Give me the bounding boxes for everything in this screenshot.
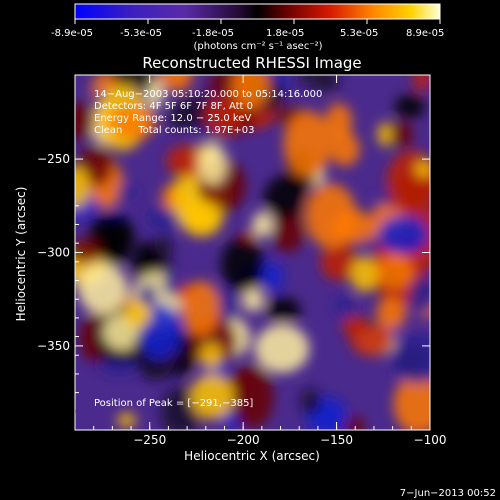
x-axis-label: Heliocentric X (arcsec) — [184, 449, 320, 463]
colorbar-tick-label: 5.3e-05 — [340, 28, 378, 39]
x-tick-label: −150 — [320, 433, 353, 447]
heatmap-blob — [272, 208, 304, 254]
colorbar-tick-label: 1.8e-05 — [266, 28, 304, 39]
colorbar: -8.9e-05 -5.3e-05 -1.8e-05 1.8e-05 5.3e-… — [51, 3, 444, 52]
x-tick-label: −100 — [414, 433, 447, 447]
heatmap-image — [75, 75, 430, 430]
heatmap-blob — [390, 122, 414, 147]
heatmap-blob — [298, 75, 316, 86]
footer-timestamp: 7−Jun−2013 00:52 — [400, 488, 496, 499]
y-tick-label: −350 — [37, 339, 70, 353]
heatmap-blob — [320, 243, 358, 281]
heatmap-blob — [330, 132, 360, 167]
annotation-algorithm-counts: Clean Total counts: 1.97E+03 — [94, 125, 254, 136]
heatmap-blob — [350, 256, 379, 293]
heatmap-blob — [117, 412, 137, 428]
heatmap-blob — [168, 108, 190, 130]
heatmap-blob — [199, 342, 223, 369]
heatmap-blob — [349, 324, 394, 357]
heatmap-blob — [377, 122, 394, 147]
heatmap-blob — [252, 211, 273, 238]
heatmap-blob — [333, 295, 356, 319]
heatmap-blob — [409, 277, 430, 315]
colorbar-tick-label: 8.9e-05 — [406, 28, 444, 39]
heatmap-blob — [198, 142, 228, 185]
heatmap-blob — [123, 300, 152, 328]
axis-ticks: −250 −200 −150 −100 −250 −300 −350 — [37, 75, 446, 447]
heatmap-blob — [377, 215, 429, 255]
heatmap-blob — [300, 387, 321, 415]
y-axis-label: Heliocentric Y (arcsec) — [14, 187, 28, 322]
heatmap-blob — [313, 75, 339, 93]
annotation-detectors: Detectors: 4F 5F 6F 7F 8F, Att 0 — [94, 101, 253, 112]
heatmap-blob — [190, 374, 234, 420]
heatmap-blob — [263, 175, 306, 220]
heatmap-blob — [376, 297, 407, 330]
heatmap-blob — [220, 237, 264, 293]
heatmap-blob — [305, 183, 357, 249]
heatmap-blob — [325, 103, 353, 141]
heatmap-blob — [166, 145, 204, 178]
annotation-energy-range: Energy Range: 12.0 − 25.0 keV — [94, 113, 251, 124]
heatmap-blob — [283, 110, 332, 178]
heatmap-blob — [254, 324, 310, 373]
plot-title: Reconstructed RHESSI Image — [142, 54, 361, 72]
colorbar-tick-label: -1.8e-05 — [192, 28, 234, 39]
heatmap-blob — [391, 333, 430, 384]
heatmap-blob — [75, 239, 103, 264]
heatmap-blob — [163, 273, 180, 297]
y-tick-label: −250 — [37, 152, 70, 166]
colorbar-gradient — [74, 3, 441, 20]
heatmap-blob — [415, 160, 430, 178]
heatmap-blob — [75, 102, 95, 141]
heatmap-blob — [107, 105, 157, 140]
heatmap-blob — [136, 284, 158, 307]
heatmap-blob — [158, 75, 193, 92]
annotation-time-range: 14−Aug−2003 05:10:20.000 to 05:14:16.000 — [94, 89, 322, 100]
peak-position-label: Position of Peak = [−291,−385] — [94, 398, 253, 409]
heatmap-blob — [181, 280, 221, 337]
colorbar-tick-label: -8.9e-05 — [51, 28, 93, 39]
heatmap-blob — [376, 253, 414, 290]
heatmap-blob — [265, 297, 302, 323]
heatmap-blob — [394, 94, 425, 119]
x-tick-label: −250 — [133, 433, 166, 447]
heatmap-blob — [228, 371, 249, 393]
heatmap-blob — [153, 235, 173, 258]
annotation-block: 14−Aug−2003 05:10:20.000 to 05:14:16.000… — [94, 89, 322, 136]
y-tick-label: −300 — [37, 246, 70, 260]
heatmap-blob — [116, 183, 138, 200]
colorbar-tick-label: -5.3e-05 — [120, 28, 162, 39]
x-tick-label: −200 — [227, 433, 260, 447]
heatmap-blob — [180, 199, 223, 237]
heatmap-blob — [204, 95, 244, 137]
heatmap-blob — [231, 75, 270, 110]
heatmap-blob — [242, 287, 264, 312]
heatmap-blob — [412, 75, 430, 92]
colorbar-unit-label: (photons cm⁻² s⁻¹ asec⁻²) — [193, 41, 322, 52]
heatmap-blob — [344, 416, 365, 430]
heatmap-blob — [262, 262, 284, 291]
heatmap-blob — [75, 165, 90, 209]
heatmap-blob — [78, 263, 128, 315]
heatmap-blob — [393, 373, 430, 430]
